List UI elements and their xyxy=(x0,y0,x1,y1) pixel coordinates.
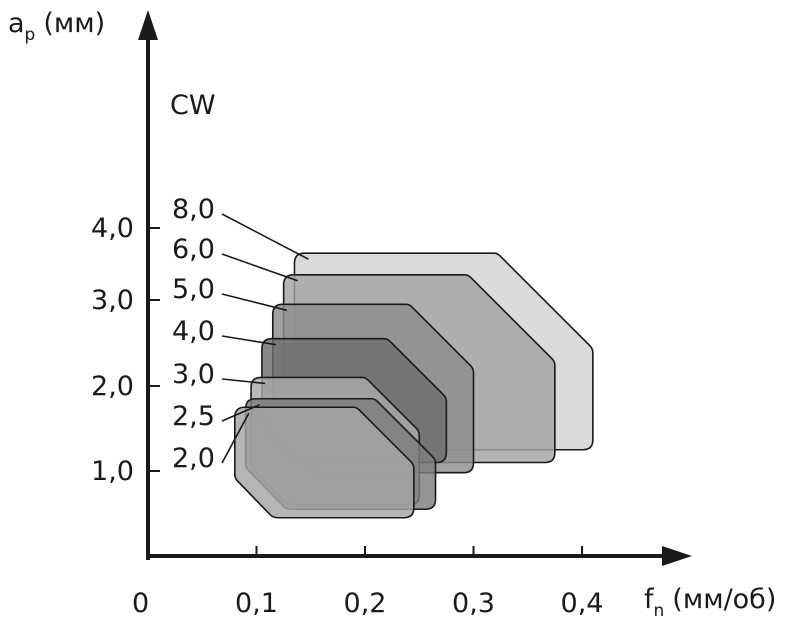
y-tick-label-2-0: 2,0 xyxy=(91,371,134,402)
series-label-2-0: 2,0 xyxy=(172,443,215,474)
axis-ticks: 0,1 0,2 0,3 0,4 1,0 2,0 3,0 4,0 xyxy=(91,213,603,619)
series-label-8-0: 8,0 xyxy=(172,194,215,225)
y-axis-arrow xyxy=(138,10,158,40)
leader-line-6-0 xyxy=(221,253,298,282)
x-tick-label-0-4: 0,4 xyxy=(561,588,604,619)
series-label-2-5: 2,5 xyxy=(172,401,215,432)
y-axis-label-main: a xyxy=(8,8,25,39)
series-label-3-0: 3,0 xyxy=(172,359,215,390)
y-axis-label: ap (мм) xyxy=(8,8,105,45)
x-axis-label-main: f xyxy=(644,584,655,615)
x-axis-label-sub: n xyxy=(654,601,665,621)
x-tick-label-0-1: 0,1 xyxy=(235,588,278,619)
series-label-5-0: 5,0 xyxy=(172,274,215,305)
leader-line-4-0 xyxy=(221,335,277,346)
x-axis-label: fn (мм/об) xyxy=(644,584,776,621)
series-leader-lines xyxy=(221,213,309,464)
leader-line-3-0 xyxy=(221,378,266,385)
series-label-4-0: 4,0 xyxy=(172,316,215,347)
y-axis-label-unit: (мм) xyxy=(43,8,105,39)
series-labels: 8,0 6,0 5,0 4,0 3,0 2,5 2,0 xyxy=(172,194,215,474)
leader-line-2-0 xyxy=(221,412,250,464)
region-cw-2-0 xyxy=(234,406,415,519)
x-axis-label-unit: (мм/об) xyxy=(672,584,776,615)
chart-title: CW xyxy=(170,90,216,121)
y-axis-label-sub: p xyxy=(25,25,36,45)
series-label-6-0: 6,0 xyxy=(172,234,215,265)
y-tick-label-4-0: 4,0 xyxy=(91,213,134,244)
chart-regions xyxy=(234,252,594,519)
x-axis-arrow xyxy=(662,546,692,566)
leader-line-8-0 xyxy=(221,213,309,260)
x-tick-label-0-2: 0,2 xyxy=(344,588,387,619)
leader-line-2-5 xyxy=(221,404,260,422)
origin-label: 0 xyxy=(132,588,149,619)
y-tick-label-3-0: 3,0 xyxy=(91,285,134,316)
x-tick-label-0-3: 0,3 xyxy=(452,588,495,619)
leader-line-5-0 xyxy=(221,293,287,312)
y-tick-label-1-0: 1,0 xyxy=(91,456,134,487)
